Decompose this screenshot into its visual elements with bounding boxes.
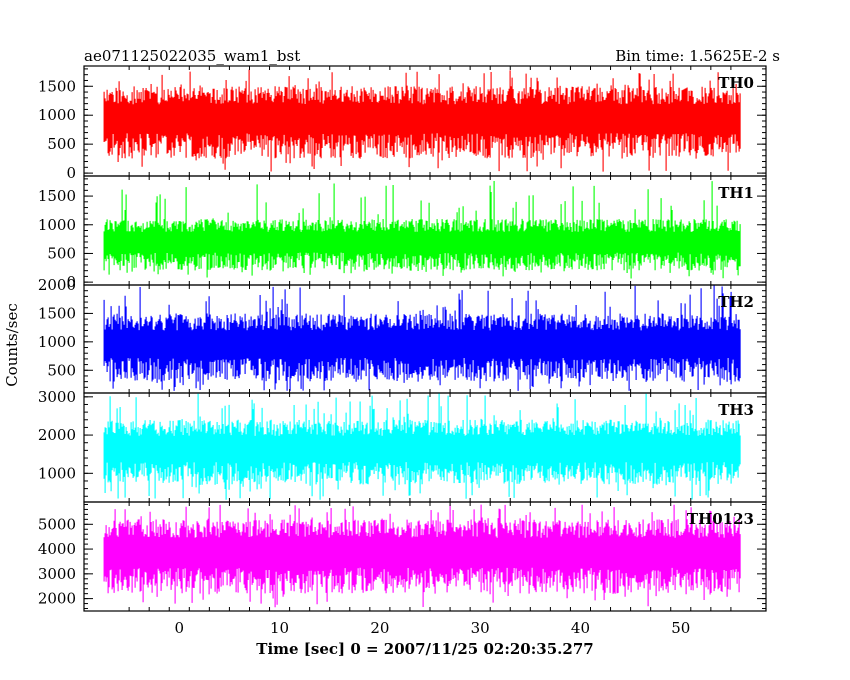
bin-time-label: Bin time: 1.5625E-2 s [615, 47, 780, 65]
panel-label-th0: TH0 [718, 74, 754, 92]
y-tick-label: 3000 [38, 388, 76, 406]
x-tick-label: 50 [671, 619, 690, 637]
y-tick-label: 1500 [38, 304, 76, 322]
y-tick-label: 500 [47, 361, 76, 379]
series-trace-th3 [103, 393, 741, 500]
series-trace-th2 [103, 285, 741, 391]
y-tick-label: 1500 [38, 187, 76, 205]
y-tick-label: 2000 [38, 590, 76, 608]
panel-label-th1: TH1 [718, 184, 754, 202]
y-tick-label: 1000 [38, 216, 76, 234]
y-tick-label: 1000 [38, 464, 76, 482]
chart-title: ae071125022035_wam1_bst [84, 47, 300, 65]
y-tick-label: 1000 [38, 106, 76, 124]
y-tick-label: 0 [66, 273, 76, 291]
x-tick-label: 20 [370, 619, 389, 637]
x-tick-label: 10 [270, 619, 289, 637]
y-tick-label: 2000 [38, 426, 76, 444]
y-tick-label: 4000 [38, 540, 76, 558]
panel-label-th3: TH3 [718, 401, 754, 419]
y-tick-label: 0 [66, 164, 76, 182]
x-tick-label: 40 [571, 619, 590, 637]
y-tick-label: 1000 [38, 333, 76, 351]
series-trace-th0 [103, 69, 741, 172]
y-tick-label: 500 [47, 244, 76, 262]
x-tick-label: 30 [471, 619, 490, 637]
series-trace-th1 [103, 181, 741, 279]
y-tick-label: 1500 [38, 77, 76, 95]
y-tick-label: 2000 [38, 276, 76, 294]
y-tick-label: 500 [47, 135, 76, 153]
y-axis-label: Counts/sec [3, 303, 21, 387]
y-tick-label: 3000 [38, 565, 76, 583]
panel-label-th0123: TH0123 [687, 510, 754, 528]
panel-label-th2: TH2 [718, 293, 754, 311]
panel-frame [83, 501, 767, 612]
y-tick-label: 5000 [38, 515, 76, 533]
x-axis-label: Time [sec] 0 = 2007/11/25 02:20:35.277 [256, 640, 593, 658]
x-tick-label: 0 [175, 619, 185, 637]
series-trace-th0123 [103, 504, 741, 608]
